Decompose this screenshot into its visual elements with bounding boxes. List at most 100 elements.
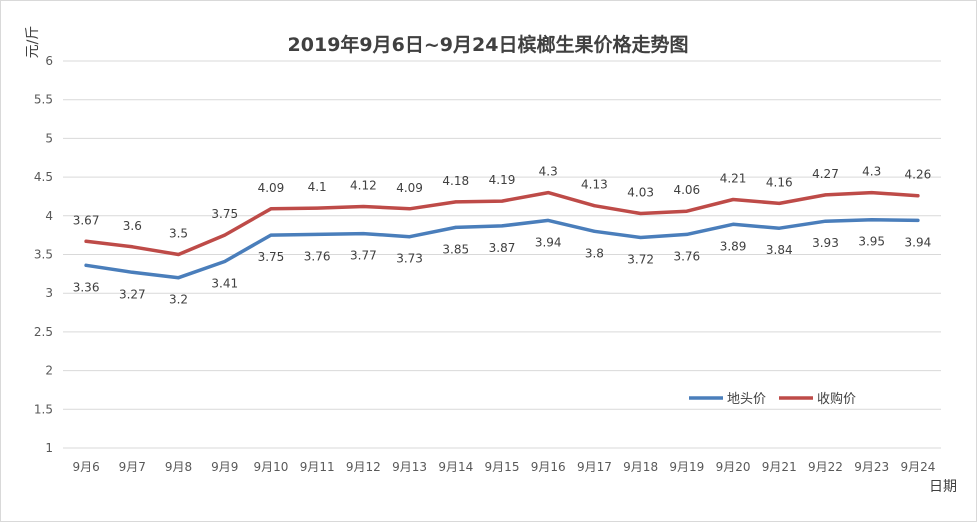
series-lines: [84, 190, 920, 280]
data-point: [592, 229, 596, 233]
data-point: [916, 194, 920, 198]
y-tick-label: 4.5: [34, 170, 53, 184]
grid-lines: [63, 60, 941, 449]
data-label: 3.41: [211, 276, 238, 290]
data-label: 4.12: [350, 179, 377, 193]
y-tick-label: 3.5: [34, 248, 53, 262]
data-point: [916, 218, 920, 222]
y-tick-label: 2: [45, 364, 53, 378]
data-labels: 3.36 3.27 3.2 3.41 3.75 3.76 3.77 3.73 3.85 3.87 3…: [73, 165, 932, 307]
data-label: 3.73: [396, 252, 423, 266]
data-point: [84, 239, 88, 243]
data-point: [269, 207, 273, 211]
data-label: 3.84: [766, 243, 793, 257]
data-label: 3.87: [489, 241, 516, 255]
y-tick-label: 5.5: [34, 93, 53, 107]
x-tick-label: 9月12: [346, 460, 381, 474]
data-point: [408, 235, 412, 239]
x-tick-label: 9月24: [900, 460, 935, 474]
data-point: [823, 219, 827, 223]
y-axis-ticks: 1 1.5 2 2.5 3 3.5 4 4.5 5 5.5 6: [34, 54, 53, 455]
y-tick-label: 5: [45, 131, 53, 145]
data-label: 4.21: [720, 172, 747, 186]
data-point: [454, 200, 458, 204]
y-tick-label: 2.5: [34, 325, 53, 339]
data-label: 3.2: [169, 293, 188, 307]
data-label: 3.6: [123, 219, 142, 233]
x-tick-label: 9月11: [300, 460, 335, 474]
data-point: [777, 201, 781, 205]
y-tick-label: 1: [45, 441, 53, 455]
data-point: [685, 232, 689, 236]
x-axis-ticks: 9月6 9月7 9月8 9月9 9月10 9月11 9月12 9月13 9月14 9月15 9月16…: [72, 460, 935, 474]
data-point: [130, 245, 134, 249]
data-point: [639, 211, 643, 215]
data-label: 3.85: [442, 242, 469, 256]
data-point: [870, 218, 874, 222]
data-label: 4.26: [905, 168, 932, 182]
data-label: 3.94: [535, 235, 562, 249]
y-tick-label: 6: [45, 54, 53, 68]
x-tick-label: 9月14: [438, 460, 473, 474]
data-label: 4.06: [673, 183, 700, 197]
data-point: [223, 233, 227, 237]
data-label: 4.1: [308, 180, 327, 194]
data-label: 3.8: [585, 246, 604, 260]
data-label: 4.16: [766, 175, 793, 189]
data-label: 3.75: [211, 207, 238, 221]
data-label: 4.13: [581, 178, 608, 192]
y-tick-label: 4: [45, 209, 53, 223]
x-tick-label: 9月10: [253, 460, 288, 474]
data-label: 3.95: [858, 235, 885, 249]
data-label: 3.75: [258, 250, 285, 264]
data-point: [546, 191, 550, 195]
data-point: [408, 207, 412, 211]
data-label: 3.76: [304, 249, 331, 263]
data-label: 4.09: [396, 181, 423, 195]
data-label: 4.03: [627, 185, 654, 199]
y-axis-unit: 元/斤: [25, 26, 41, 59]
data-label: 4.09: [258, 181, 285, 195]
x-tick-label: 9月16: [531, 460, 566, 474]
y-tick-label: 3: [45, 286, 53, 300]
data-point: [177, 253, 181, 256]
data-label: 3.94: [905, 235, 932, 249]
data-point: [269, 233, 273, 237]
data-point: [177, 276, 181, 280]
data-point: [315, 206, 319, 210]
x-tick-label: 9月22: [808, 460, 843, 474]
data-point: [731, 198, 735, 202]
x-tick-label: 9月15: [485, 460, 520, 474]
legend-label-0: 地头价: [727, 392, 766, 407]
data-point: [546, 218, 550, 222]
data-label: 3.72: [627, 252, 654, 266]
data-label: 3.89: [720, 239, 747, 253]
data-label: 3.27: [119, 287, 146, 301]
x-tick-label: 9月20: [716, 460, 751, 474]
data-label: 3.36: [73, 280, 100, 294]
data-label: 4.3: [539, 165, 558, 179]
x-tick-label: 9月13: [392, 460, 427, 474]
x-tick-label: 9月7: [119, 460, 146, 474]
data-point: [639, 235, 643, 239]
legend: 地头价 收购价: [689, 391, 856, 407]
data-point: [130, 270, 134, 274]
chart-title: 2019年9月6日~9月24日槟榔生果价格走势图: [288, 33, 689, 56]
x-axis-title: 日期: [929, 479, 957, 495]
data-point: [361, 205, 365, 209]
data-label: 4.27: [812, 167, 839, 181]
data-point: [592, 204, 596, 208]
data-point: [84, 263, 88, 267]
x-tick-label: 9月19: [669, 460, 704, 474]
data-label: 3.76: [673, 249, 700, 263]
data-point: [361, 232, 365, 236]
data-point: [777, 226, 781, 230]
x-tick-label: 9月6: [72, 460, 99, 474]
data-point: [315, 232, 319, 236]
data-label: 3.67: [73, 213, 100, 227]
x-tick-label: 9月18: [623, 460, 658, 474]
data-point: [223, 259, 227, 263]
data-label: 3.93: [812, 236, 839, 250]
data-point: [731, 222, 735, 226]
